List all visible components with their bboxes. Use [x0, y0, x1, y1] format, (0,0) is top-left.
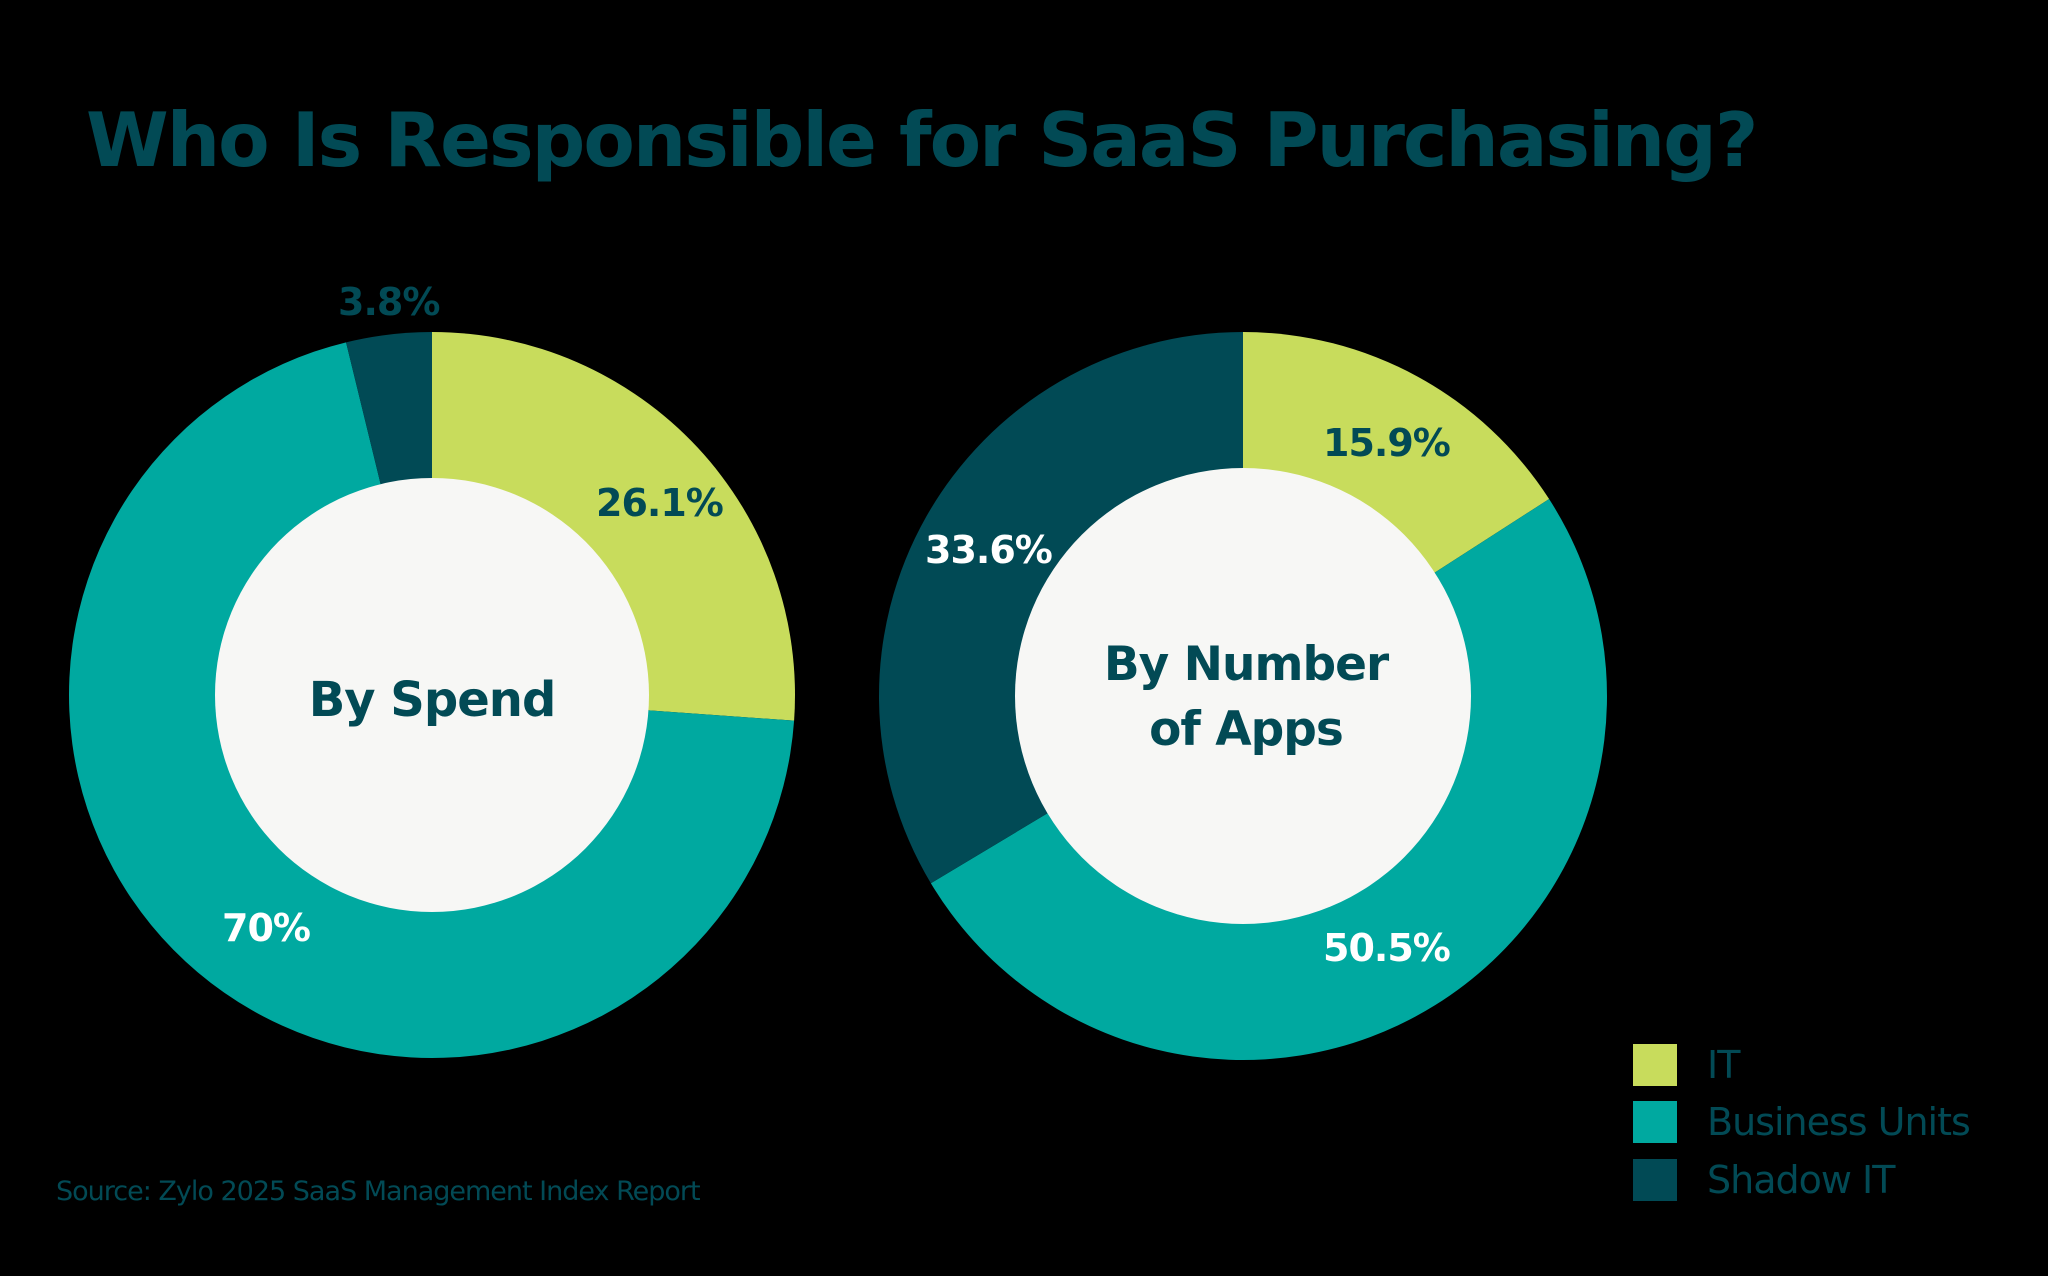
legend-item-business-units: Business Units	[1633, 1094, 1971, 1152]
chart-title: Who Is Responsible for SaaS Purchasing?	[86, 96, 1758, 184]
slice-label-shadow-it-spend: 3.8%	[338, 280, 440, 324]
slice-label-business-units-spend: 70%	[222, 906, 311, 950]
slice-label-business-units-apps: 50.5%	[1323, 926, 1451, 970]
center-label-line: of Apps	[1149, 702, 1344, 757]
slice-label-it-spend: 26.1%	[596, 481, 724, 525]
center-label-by-spend: By Spend	[308, 668, 557, 732]
legend-label: Shadow IT	[1707, 1157, 1895, 1202]
legend-item-it: IT	[1633, 1036, 1970, 1094]
legend-swatch-it	[1633, 1043, 1677, 1086]
slice-label-it-apps: 15.9%	[1323, 421, 1451, 465]
donut-hole	[1015, 468, 1471, 924]
center-label-by-number-of-apps: By Number of Apps	[1103, 632, 1389, 762]
legend: IT Business Units Shadow IT	[1633, 1036, 1971, 1209]
legend-label: Business Units	[1707, 1100, 1971, 1145]
legend-label: IT	[1707, 1042, 1740, 1087]
source-note: Source: Zylo 2025 SaaS Management Index …	[56, 1176, 701, 1207]
legend-swatch-shadow-it	[1633, 1158, 1677, 1201]
center-label-line: By Spend	[308, 672, 557, 728]
center-label-line: By Number	[1103, 637, 1389, 692]
legend-swatch-business-units	[1633, 1101, 1677, 1144]
legend-item-shadow-it: Shadow IT	[1633, 1151, 1970, 1209]
slice-label-shadow-it-apps: 33.6%	[925, 528, 1053, 572]
donut-hole	[215, 478, 649, 912]
